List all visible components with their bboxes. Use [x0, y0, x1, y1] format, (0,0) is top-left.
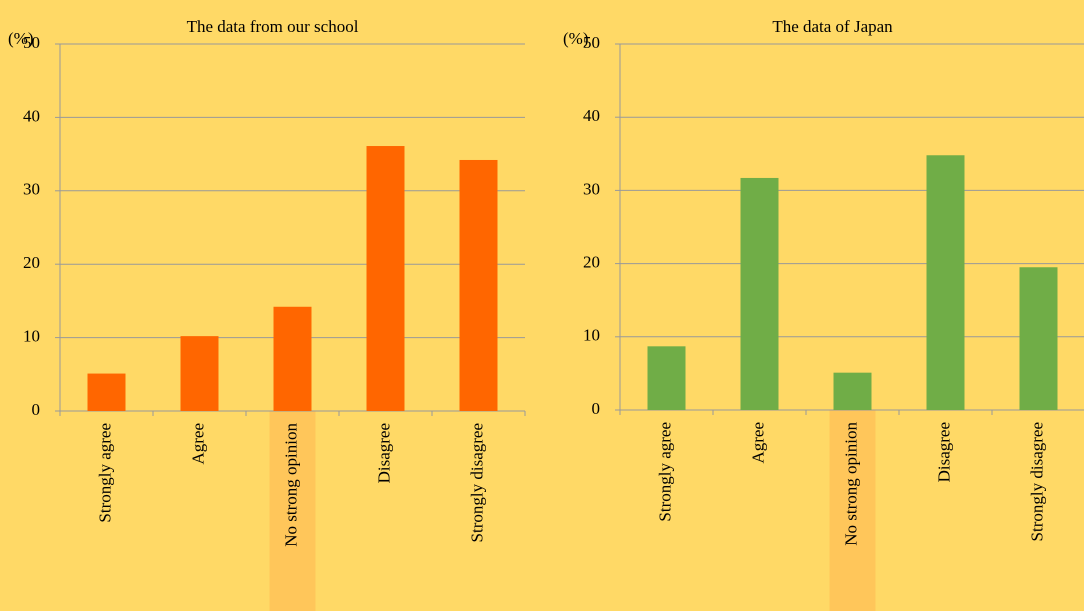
y-tick-label: 0 — [592, 399, 601, 418]
bar — [459, 159, 498, 411]
label-highlight — [829, 410, 876, 611]
y-tick-label: 30 — [583, 179, 600, 198]
bar — [926, 155, 965, 410]
x-tick-label: Disagree — [934, 422, 953, 482]
x-tick-label: Strongly disagree — [1027, 422, 1046, 541]
y-tick-label: 10 — [583, 326, 600, 345]
x-tick-label: No strong opinion — [281, 423, 300, 547]
chart-title: The data from our school — [187, 17, 359, 36]
bar — [1019, 267, 1058, 410]
y-tick-label: 40 — [583, 106, 600, 125]
bar — [180, 336, 219, 411]
y-tick-label: 20 — [583, 253, 600, 272]
x-tick-label: No strong opinion — [841, 422, 860, 546]
x-tick-label: Disagree — [374, 423, 393, 483]
bar — [273, 306, 312, 411]
x-tick-label: Agree — [748, 422, 767, 464]
bar — [366, 146, 405, 411]
y-unit: (%) — [563, 29, 588, 48]
bar — [833, 372, 872, 410]
y-unit: (%) — [8, 29, 33, 48]
x-tick-label: Strongly disagree — [467, 423, 486, 542]
label-highlight — [269, 411, 316, 611]
x-tick-label: Strongly agree — [655, 422, 674, 522]
y-tick-label: 50 — [23, 33, 40, 52]
y-tick-label: 10 — [23, 327, 40, 346]
bar — [87, 373, 126, 411]
y-tick-label: 40 — [23, 106, 40, 125]
bar — [647, 346, 686, 410]
bar — [740, 177, 779, 410]
y-tick-label: 50 — [583, 33, 600, 52]
y-tick-label: 0 — [32, 400, 41, 419]
y-tick-label: 30 — [23, 180, 40, 199]
y-tick-label: 20 — [23, 253, 40, 272]
x-tick-label: Strongly agree — [95, 423, 114, 523]
x-tick-label: Agree — [188, 423, 207, 465]
chart-title: The data of Japan — [772, 17, 893, 36]
